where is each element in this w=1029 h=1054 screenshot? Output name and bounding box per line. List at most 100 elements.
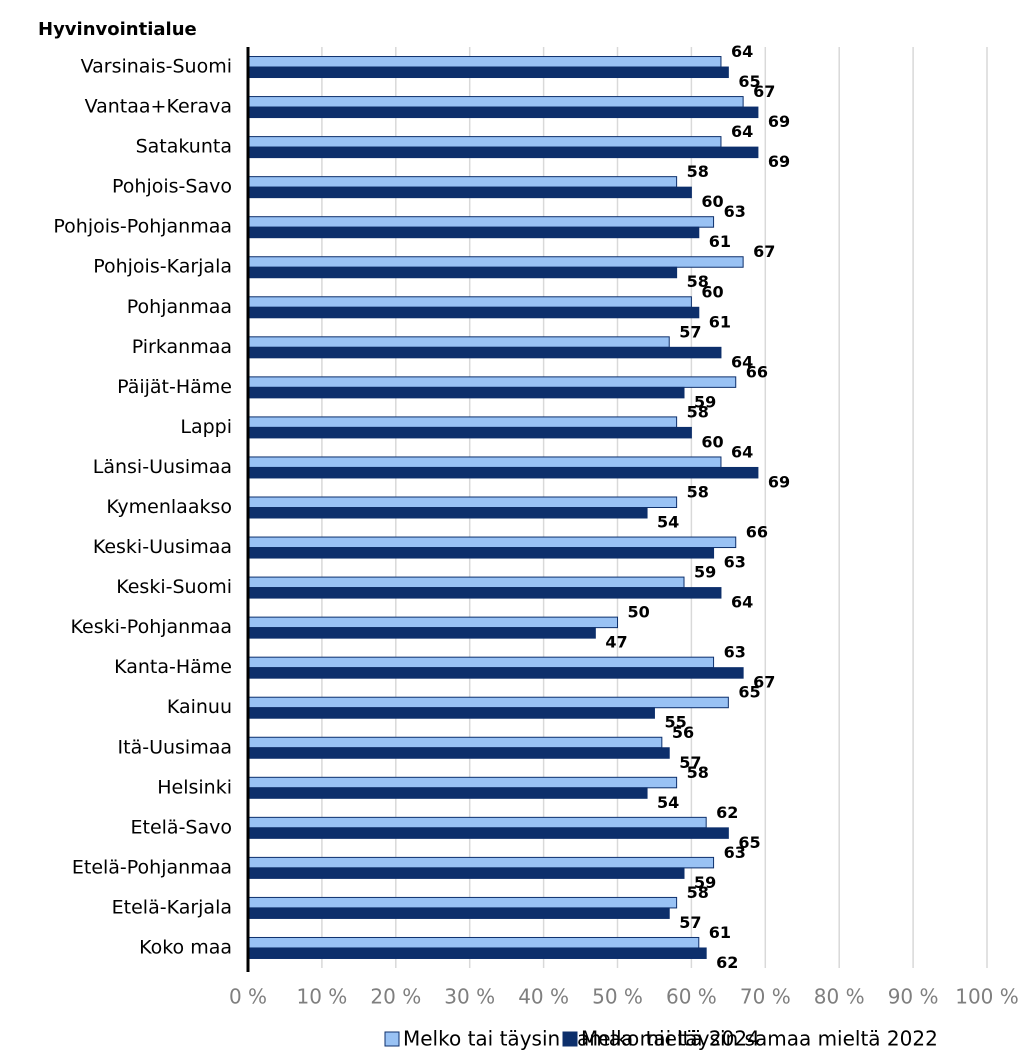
data-label: 62 xyxy=(716,803,738,822)
category-label: Keski-Uusimaa xyxy=(93,536,232,558)
x-tick-label: 50 % xyxy=(592,985,643,1009)
bar xyxy=(247,536,737,549)
bar xyxy=(247,547,715,559)
bar xyxy=(247,176,678,188)
bar xyxy=(247,186,692,199)
data-label: 58 xyxy=(687,483,709,502)
x-tick-label: 0 % xyxy=(229,985,267,1009)
data-label: 61 xyxy=(709,312,731,331)
data-label: 54 xyxy=(657,513,679,532)
bar xyxy=(247,656,715,669)
data-label: 64 xyxy=(731,42,753,61)
data-label: 69 xyxy=(768,112,790,131)
bar xyxy=(247,696,729,709)
data-label: 58 xyxy=(687,402,709,421)
x-tick-label: 40 % xyxy=(518,985,569,1009)
bar xyxy=(247,787,648,799)
data-label: 57 xyxy=(679,322,701,341)
bar xyxy=(247,947,707,959)
bar xyxy=(247,507,648,519)
data-label: 65 xyxy=(738,72,760,91)
data-label: 59 xyxy=(694,563,716,582)
data-label: 66 xyxy=(746,523,768,542)
category-label: Kanta-Häme xyxy=(114,656,232,678)
bar xyxy=(247,616,618,629)
data-label: 47 xyxy=(605,633,627,652)
category-label: Lappi xyxy=(180,416,232,438)
data-label: 64 xyxy=(731,442,753,461)
data-label: 57 xyxy=(679,753,701,772)
bar xyxy=(247,466,759,479)
bar xyxy=(247,627,596,639)
bar xyxy=(247,226,700,239)
category-label: Pohjois-Savo xyxy=(112,176,232,198)
x-tick-label: 30 % xyxy=(444,985,495,1009)
bar xyxy=(247,266,678,279)
data-label: 60 xyxy=(701,432,723,451)
category-label: Keski-Pohjanmaa xyxy=(71,616,232,638)
bar xyxy=(247,216,715,228)
category-label: Pohjois-Pohjanmaa xyxy=(53,216,232,238)
data-label: 57 xyxy=(679,913,701,932)
data-label: 69 xyxy=(768,152,790,171)
bar xyxy=(247,296,692,308)
bar xyxy=(247,376,737,388)
data-label: 67 xyxy=(753,82,775,101)
bar xyxy=(247,667,744,679)
data-label: 50 xyxy=(628,603,650,622)
category-label: Kainuu xyxy=(167,696,232,718)
bar xyxy=(247,856,715,869)
bar xyxy=(247,936,700,949)
data-label: 58 xyxy=(687,272,709,291)
x-tick-label: 70 % xyxy=(740,985,791,1009)
x-tick-label: 80 % xyxy=(814,985,865,1009)
data-label: 58 xyxy=(687,763,709,782)
category-label: Etelä-Savo xyxy=(131,816,233,838)
bar xyxy=(247,416,678,428)
data-label: 61 xyxy=(709,232,731,251)
category-label: Etelä-Karjala xyxy=(112,896,232,918)
bar xyxy=(247,747,670,759)
bar xyxy=(247,736,663,749)
category-label: Pirkanmaa xyxy=(132,336,232,358)
data-label: 64 xyxy=(731,122,753,141)
data-label: 63 xyxy=(724,202,746,221)
category-label: Koko maa xyxy=(139,936,232,958)
bar xyxy=(247,496,678,508)
bar xyxy=(247,456,722,468)
x-tick-label: 20 % xyxy=(370,985,421,1009)
category-label: Kymenlaakso xyxy=(106,496,232,518)
data-label: 64 xyxy=(731,593,753,612)
data-label: 64 xyxy=(731,352,753,371)
category-label: Pohjanmaa xyxy=(127,296,232,318)
data-label: 54 xyxy=(657,793,679,812)
data-label: 56 xyxy=(672,723,694,742)
category-label: Etelä-Pohjanmaa xyxy=(72,856,232,878)
category-label: Päijät-Häme xyxy=(117,376,232,398)
x-tick-label: 60 % xyxy=(666,985,717,1009)
bar xyxy=(247,827,729,839)
bar xyxy=(247,136,722,148)
bar xyxy=(247,386,685,399)
legend-swatch xyxy=(384,1031,400,1047)
data-label: 63 xyxy=(724,553,746,572)
data-label: 61 xyxy=(709,923,731,942)
data-label: 62 xyxy=(716,953,738,972)
bar xyxy=(247,776,678,789)
category-label: Länsi-Uusimaa xyxy=(93,456,232,478)
axis-title: Hyvinvointialue xyxy=(38,19,197,40)
category-label: Varsinais-Suomi xyxy=(81,56,232,78)
category-label: Itä-Uusimaa xyxy=(118,736,232,758)
bar xyxy=(247,336,670,348)
category-label: Keski-Suomi xyxy=(116,576,232,598)
bar xyxy=(247,907,670,919)
category-label: Helsinki xyxy=(157,776,232,798)
bar xyxy=(247,587,722,599)
bar xyxy=(247,707,655,719)
legend-label: Melko tai täysin samaa mieltä 2024 xyxy=(403,1027,760,1051)
category-label: Vantaa+Kerava xyxy=(85,96,232,118)
category-label: Satakunta xyxy=(136,136,232,158)
x-tick-label: 100 % xyxy=(955,985,1019,1009)
x-tick-label: 10 % xyxy=(296,985,347,1009)
